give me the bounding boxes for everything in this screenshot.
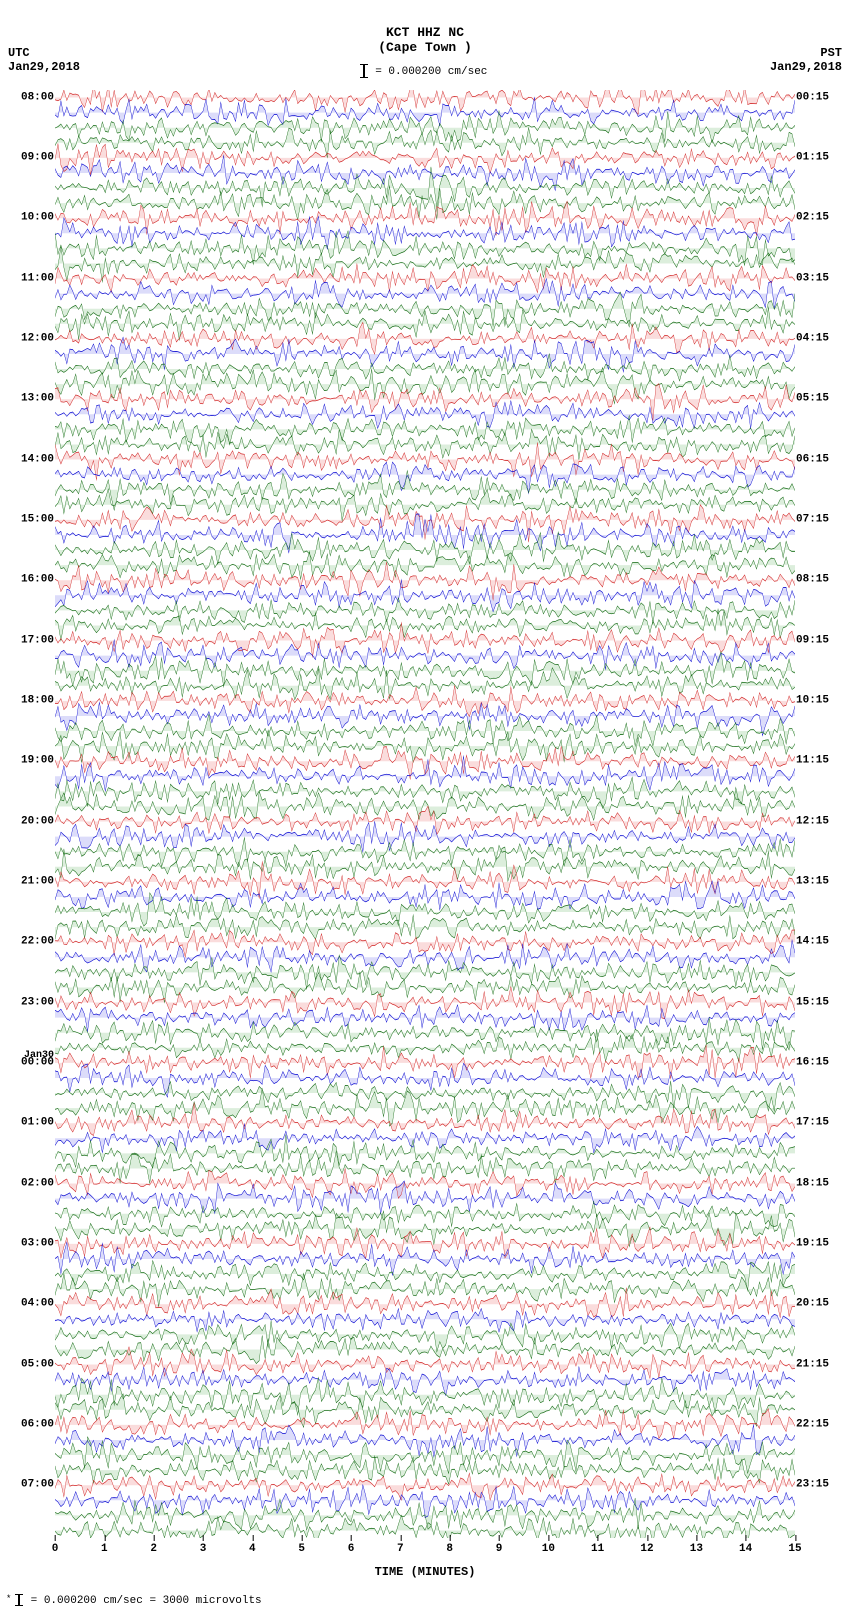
x-tick: 0 bbox=[52, 1543, 59, 1555]
pst-hour-label: 14:15 bbox=[796, 937, 848, 948]
left-timezone-label: UTC bbox=[8, 46, 30, 60]
x-tick: 7 bbox=[397, 1543, 404, 1555]
x-tick: 14 bbox=[739, 1543, 752, 1555]
x-tick: 8 bbox=[446, 1543, 453, 1555]
pst-hour-label: 03:15 bbox=[796, 273, 848, 284]
utc-hour-label: 15:00 bbox=[2, 514, 54, 525]
utc-hour-labels: 08:00 09:00 10:00 11:00 12:00 13:00 14:00 15:00… bbox=[2, 90, 54, 1538]
utc-hour-label: 11:00 bbox=[2, 273, 54, 284]
pst-hour-label: 06:15 bbox=[796, 454, 848, 465]
footer-text: = 0.000200 cm/sec = 3000 microvolts bbox=[31, 1595, 262, 1607]
station-location: (Cape Town ) bbox=[0, 40, 850, 55]
pst-hour-label: 12:15 bbox=[796, 816, 848, 827]
pst-hour-label: 04:15 bbox=[796, 333, 848, 344]
utc-hour-label: 08:00 bbox=[2, 92, 54, 103]
utc-hour-label: 17:00 bbox=[2, 635, 54, 646]
pst-hour-label: 00:15 bbox=[796, 92, 848, 103]
utc-hour-label: 01:00 bbox=[2, 1118, 54, 1129]
x-axis: 0123456789101112131415 bbox=[55, 1543, 795, 1565]
x-tick: 10 bbox=[542, 1543, 555, 1555]
utc-hour-label: 09:00 bbox=[2, 152, 54, 163]
utc-hour-label: 12:00 bbox=[2, 333, 54, 344]
utc-hour-label: 02:00 bbox=[2, 1178, 54, 1189]
pst-hour-label: 05:15 bbox=[796, 394, 848, 405]
pst-hour-label: 11:15 bbox=[796, 756, 848, 767]
utc-hour-label: 05:00 bbox=[2, 1359, 54, 1370]
pst-hour-label: 17:15 bbox=[796, 1118, 848, 1129]
utc-hour-label: 22:00 bbox=[2, 937, 54, 948]
x-tick: 11 bbox=[591, 1543, 604, 1555]
x-tick: 2 bbox=[150, 1543, 157, 1555]
pst-hour-label: 21:15 bbox=[796, 1359, 848, 1370]
utc-hour-label: 23:00 bbox=[2, 997, 54, 1008]
x-axis-title: TIME (MINUTES) bbox=[0, 1565, 850, 1579]
utc-hour-label: 14:00 bbox=[2, 454, 54, 465]
scale-bar-icon bbox=[18, 1594, 20, 1606]
helicorder-plot bbox=[55, 90, 795, 1538]
pst-hour-labels: 00:15 01:15 02:15 03:15 04:15 05:15 06:15 07:15… bbox=[796, 90, 848, 1538]
x-tick: 5 bbox=[298, 1543, 305, 1555]
x-tick: 6 bbox=[348, 1543, 355, 1555]
pst-hour-label: 01:15 bbox=[796, 152, 848, 163]
scale-bar-icon bbox=[363, 64, 365, 78]
pst-hour-label: 19:15 bbox=[796, 1238, 848, 1249]
pst-hour-label: 22:15 bbox=[796, 1419, 848, 1430]
utc-hour-label: 03:00 bbox=[2, 1238, 54, 1249]
chart-title: KCT HHZ NC (Cape Town ) bbox=[0, 25, 850, 55]
pst-hour-label: 10:15 bbox=[796, 695, 848, 706]
pst-hour-label: 09:15 bbox=[796, 635, 848, 646]
scale-text: = 0.000200 cm/sec bbox=[375, 66, 487, 78]
right-timezone-label: PST bbox=[820, 46, 842, 60]
utc-hour-label: 19:00 bbox=[2, 756, 54, 767]
utc-hour-label: 04:00 bbox=[2, 1299, 54, 1310]
x-tick: 3 bbox=[200, 1543, 207, 1555]
utc-hour-label: 07:00 bbox=[2, 1480, 54, 1491]
x-tick: 1 bbox=[101, 1543, 108, 1555]
pst-hour-label: 16:15 bbox=[796, 1057, 848, 1068]
pst-hour-label: 15:15 bbox=[796, 997, 848, 1008]
seismogram-traces bbox=[55, 90, 795, 1538]
x-tick: 4 bbox=[249, 1543, 256, 1555]
x-tick: 9 bbox=[496, 1543, 503, 1555]
pst-hour-label: 07:15 bbox=[796, 514, 848, 525]
footer-scale-note: * = 0.000200 cm/sec = 3000 microvolts bbox=[6, 1594, 262, 1607]
station-id: KCT HHZ NC bbox=[0, 25, 850, 40]
utc-hour-label: 06:00 bbox=[2, 1419, 54, 1430]
right-date-label: Jan29,2018 bbox=[770, 60, 842, 74]
pst-hour-label: 13:15 bbox=[796, 876, 848, 887]
pst-hour-label: 23:15 bbox=[796, 1480, 848, 1491]
pst-hour-label: 18:15 bbox=[796, 1178, 848, 1189]
pst-hour-label: 08:15 bbox=[796, 575, 848, 586]
utc-hour-label: 20:00 bbox=[2, 816, 54, 827]
utc-hour-label: 16:00 bbox=[2, 575, 54, 586]
scale-legend: = 0.000200 cm/sec bbox=[0, 64, 850, 78]
x-tick: 12 bbox=[640, 1543, 653, 1555]
x-tick: 15 bbox=[788, 1543, 801, 1555]
pst-hour-label: 20:15 bbox=[796, 1299, 848, 1310]
left-date-label: Jan29,2018 bbox=[8, 60, 80, 74]
utc-hour-label: 21:00 bbox=[2, 876, 54, 887]
utc-hour-label: 00:00 bbox=[2, 1057, 54, 1068]
utc-hour-label: 13:00 bbox=[2, 394, 54, 405]
utc-hour-label: 18:00 bbox=[2, 695, 54, 706]
utc-hour-label: 10:00 bbox=[2, 213, 54, 224]
x-tick: 13 bbox=[690, 1543, 703, 1555]
pst-hour-label: 02:15 bbox=[796, 213, 848, 224]
